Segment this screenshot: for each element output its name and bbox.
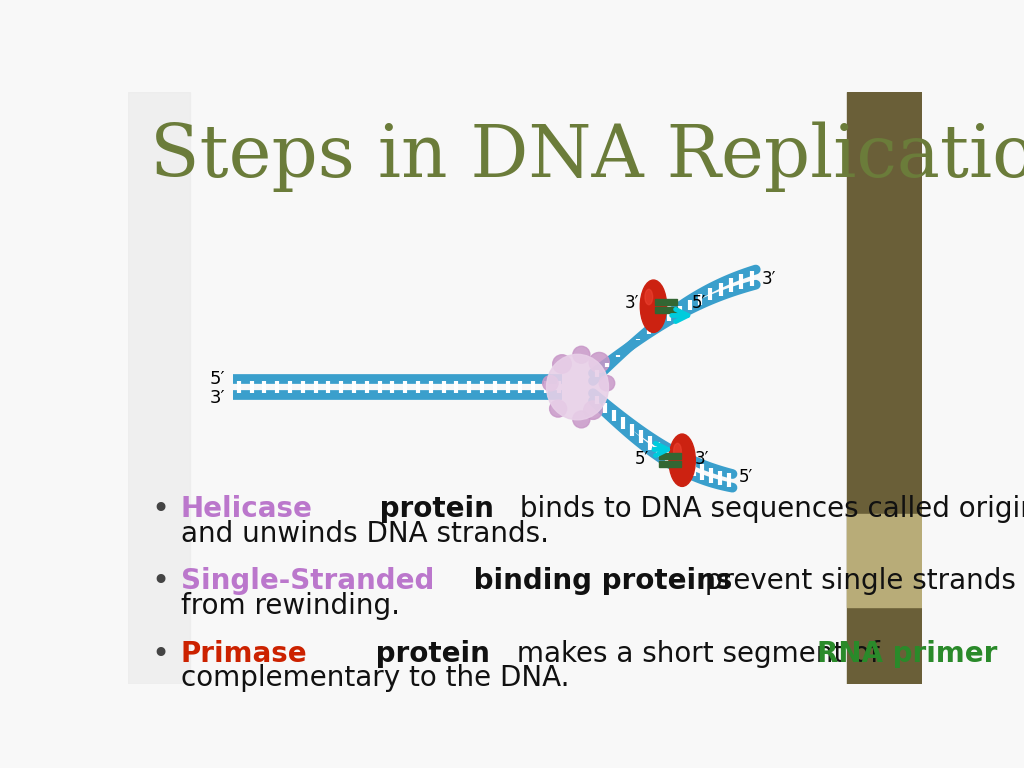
Text: 3′: 3′ <box>694 450 709 468</box>
Bar <box>655 307 677 313</box>
Circle shape <box>553 355 571 373</box>
Text: prevent single strands: prevent single strands <box>696 568 1016 595</box>
Bar <box>655 300 677 306</box>
Bar <box>128 92 190 684</box>
Text: binds to DNA sequences called origins: binds to DNA sequences called origins <box>511 495 1024 523</box>
Text: Primase: Primase <box>180 640 307 667</box>
Circle shape <box>572 411 590 428</box>
Text: protein: protein <box>371 495 495 523</box>
Text: from rewinding.: from rewinding. <box>180 592 399 620</box>
Bar <box>658 453 681 459</box>
Text: 5′: 5′ <box>635 450 649 468</box>
Text: RNA primer: RNA primer <box>816 640 997 667</box>
Text: and unwinds DNA strands.: and unwinds DNA strands. <box>180 519 549 548</box>
Text: 5′: 5′ <box>691 294 706 312</box>
Text: makes a short segment of: makes a short segment of <box>508 640 889 667</box>
Text: 3′: 3′ <box>625 294 639 312</box>
Text: complementary to the DNA.: complementary to the DNA. <box>180 664 569 692</box>
Text: binding proteins: binding proteins <box>465 568 733 595</box>
Text: 5′: 5′ <box>738 468 753 486</box>
Ellipse shape <box>547 354 608 420</box>
Circle shape <box>543 376 558 391</box>
Ellipse shape <box>645 290 652 305</box>
Bar <box>847 92 922 684</box>
Text: Steps in DNA Replication: Steps in DNA Replication <box>150 121 1024 192</box>
Text: •: • <box>152 495 170 524</box>
Text: 3′: 3′ <box>209 389 225 407</box>
Text: 3′: 3′ <box>762 270 776 288</box>
Circle shape <box>550 400 566 417</box>
Circle shape <box>589 353 609 372</box>
Text: Helicase: Helicase <box>180 495 312 523</box>
Text: Single-Stranded: Single-Stranded <box>180 568 434 595</box>
Circle shape <box>584 401 602 419</box>
Circle shape <box>599 376 614 391</box>
Text: protein: protein <box>367 640 490 667</box>
Circle shape <box>572 346 590 363</box>
Text: 5′: 5′ <box>209 369 225 388</box>
Ellipse shape <box>640 280 667 333</box>
Text: •: • <box>152 640 170 669</box>
Ellipse shape <box>669 434 695 486</box>
Text: •: • <box>152 568 170 596</box>
Ellipse shape <box>674 443 681 458</box>
Bar <box>847 514 922 607</box>
Bar <box>658 461 681 467</box>
